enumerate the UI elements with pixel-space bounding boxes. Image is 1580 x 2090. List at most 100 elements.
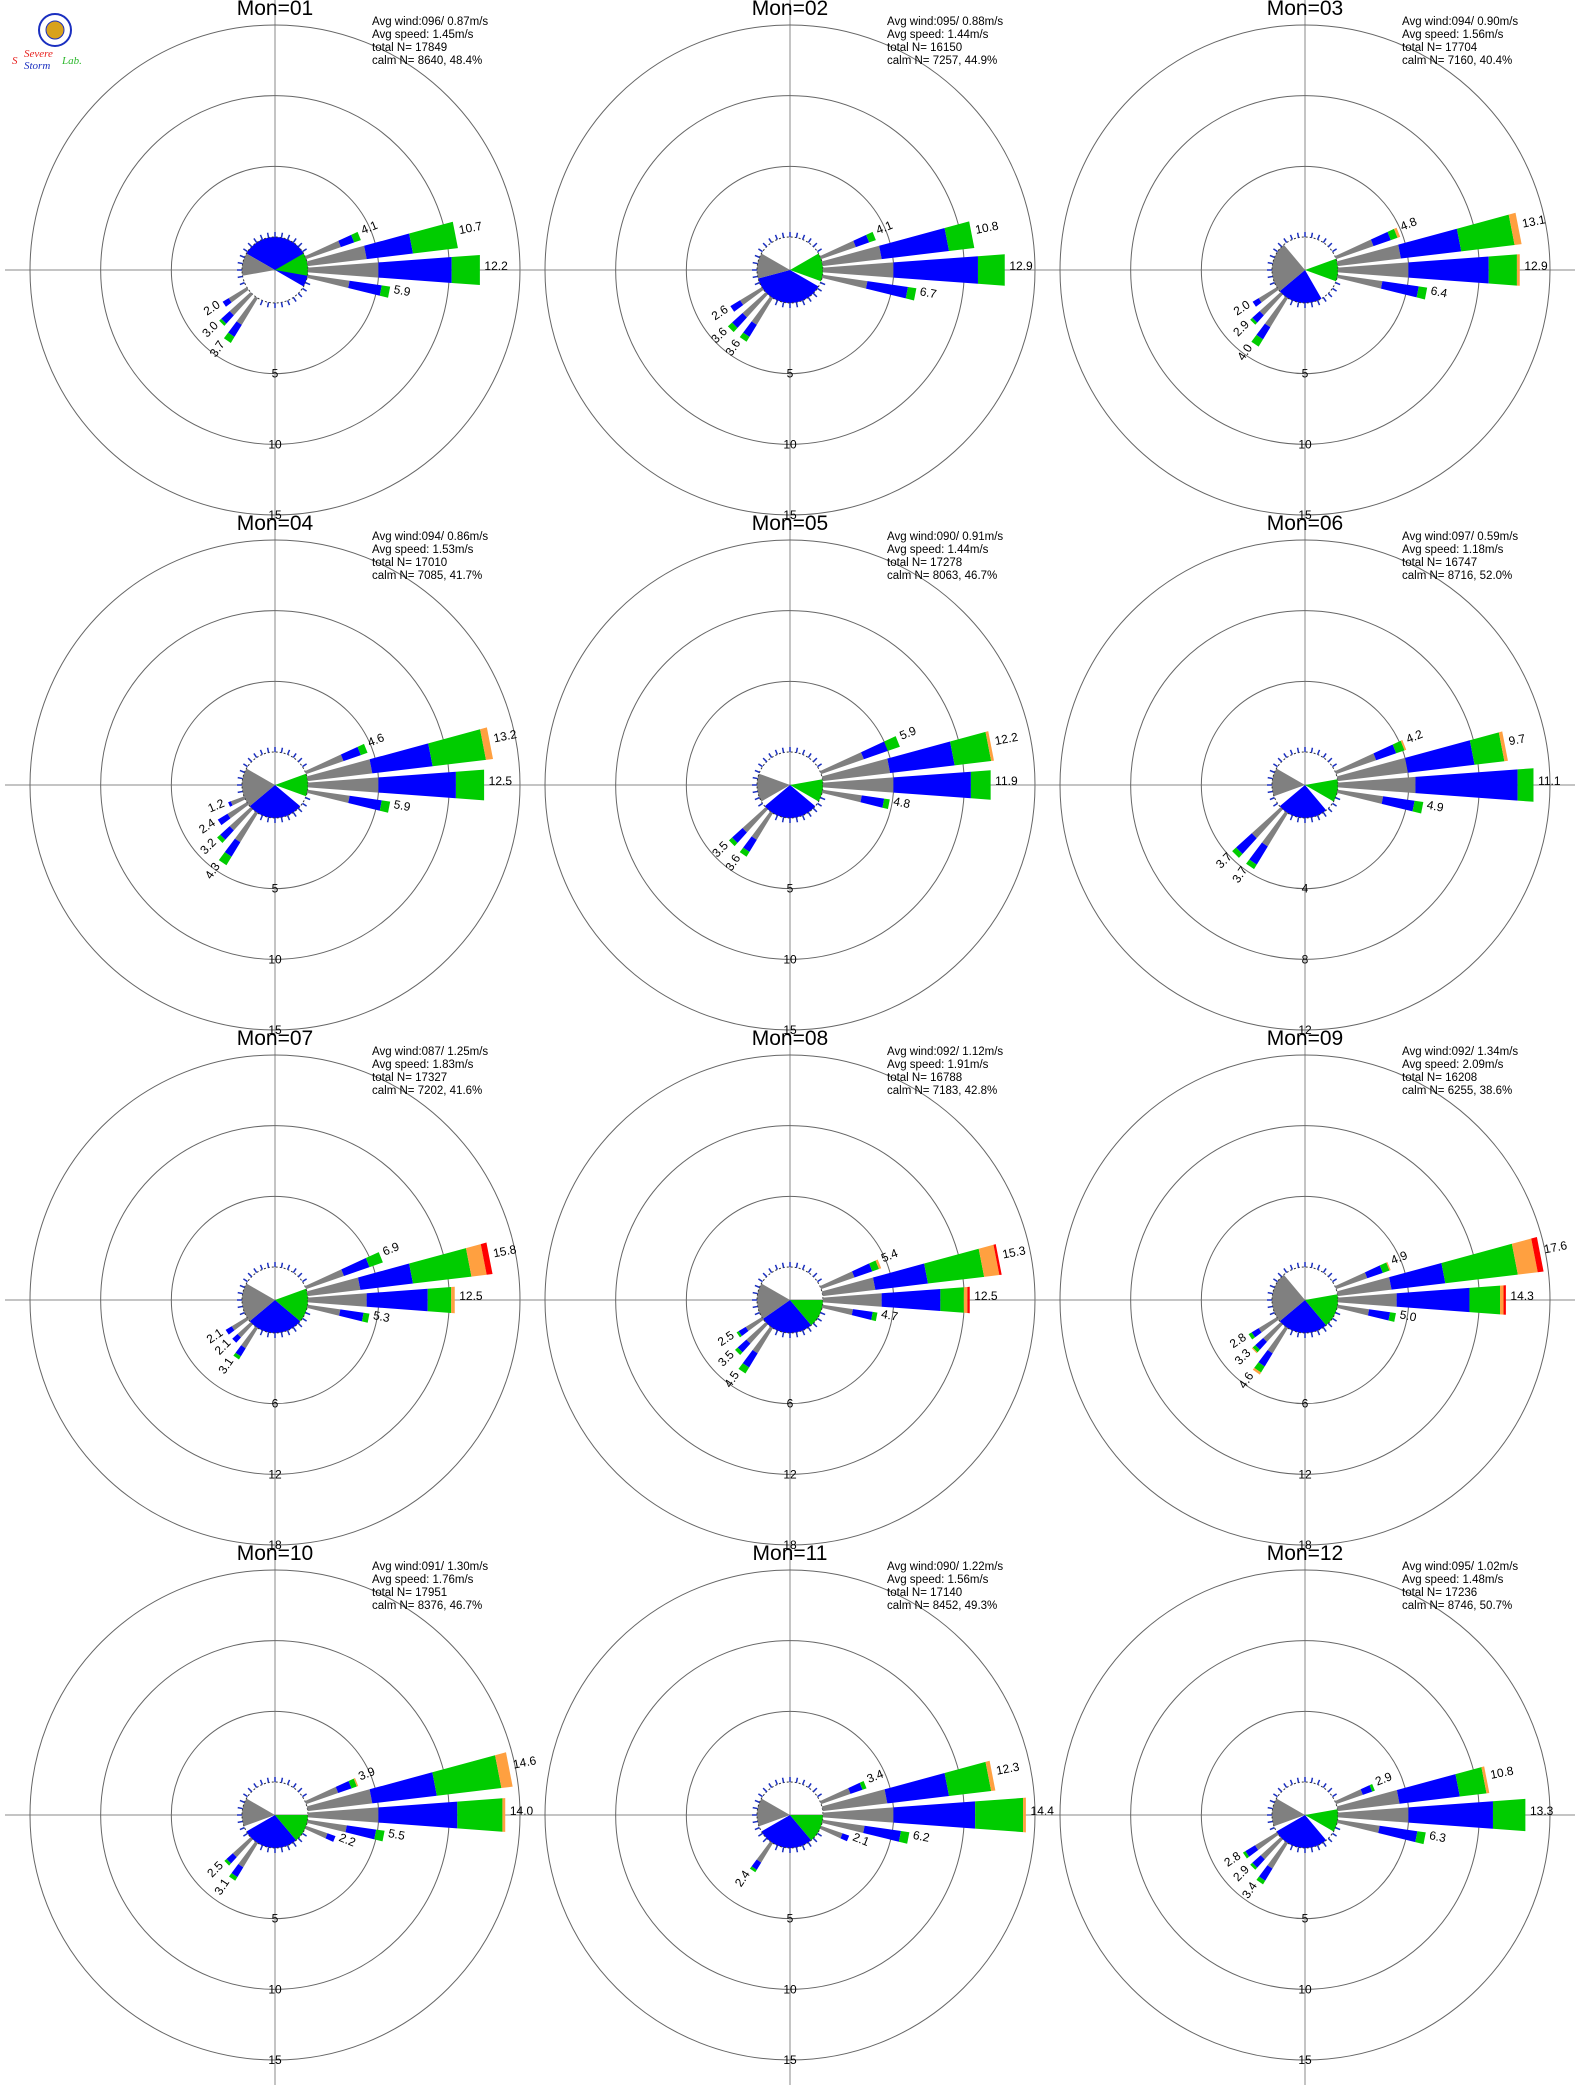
- petal-segment: [756, 1841, 773, 1863]
- minor-petal: [1310, 1777, 1314, 1783]
- panel-title: Mon=08: [752, 1027, 828, 1050]
- petal-segment: [1369, 1783, 1375, 1792]
- minor-petal: [812, 1272, 818, 1278]
- minor-petal: [247, 1787, 253, 1793]
- minor-petal: [774, 234, 779, 240]
- inner-sector-green: [1305, 258, 1338, 282]
- minor-petal: [757, 1832, 763, 1837]
- stat-calm-n: calm N= 8746, 50.7%: [1402, 1600, 1512, 1612]
- petal-segment: [1393, 227, 1401, 238]
- minor-petal: [239, 769, 245, 774]
- minor-petal: [1296, 302, 1300, 308]
- ring-label: 6: [787, 1397, 794, 1411]
- petal-segment: [365, 1252, 383, 1268]
- minor-petal: [774, 1779, 779, 1785]
- minor-petal: [292, 1327, 297, 1333]
- petal-segment: [348, 1778, 357, 1789]
- petal-value-label: 3.6: [722, 851, 743, 873]
- minor-petal: [286, 1264, 291, 1270]
- logo-letter-s: S: [12, 55, 18, 67]
- minor-petal: [259, 234, 264, 240]
- petal-segment: [220, 826, 234, 840]
- minor-petal: [781, 1847, 785, 1853]
- minor-petal: [286, 815, 291, 821]
- minor-petal: [795, 747, 799, 753]
- minor-petal: [292, 812, 297, 818]
- petal-segment: [1254, 1362, 1265, 1373]
- ring-label: 4: [1302, 882, 1309, 896]
- petal-segment: [1334, 753, 1377, 775]
- petal-segment: [822, 1819, 865, 1833]
- petal-segment: [950, 731, 992, 766]
- minor-petal: [1332, 763, 1338, 768]
- petal-segment: [872, 1263, 929, 1290]
- minor-petal: [1269, 1826, 1275, 1831]
- petal-segment: [217, 834, 226, 843]
- stat-avg-wind: Avg wind:092/ 1.34m/s: [1402, 1046, 1518, 1058]
- panel-title: Mon=07: [237, 1027, 313, 1050]
- inner-sector-green: [275, 253, 308, 276]
- petal-value-label: 14.4: [1031, 1804, 1055, 1818]
- petal-segment: [1337, 274, 1383, 289]
- petal-value-label: 2.0: [1231, 297, 1253, 318]
- petal-segment: [228, 321, 242, 337]
- minor-petal: [305, 796, 311, 801]
- inner-sector-blue: [249, 1300, 301, 1333]
- petal-segment: [1260, 1837, 1283, 1860]
- minor-petal: [812, 757, 818, 763]
- petal-segment: [1337, 789, 1384, 804]
- panel-title: Mon=10: [237, 1542, 313, 1565]
- petal-value-label: 6.9: [381, 1239, 402, 1258]
- petal-segment: [351, 231, 361, 243]
- minor-petal: [1335, 281, 1341, 286]
- ring-label: 6: [272, 1397, 279, 1411]
- minor-petal: [286, 749, 291, 755]
- minor-petal: [801, 300, 806, 306]
- petal-segment: [1441, 1243, 1518, 1284]
- petal-segment: [217, 813, 231, 826]
- minor-petal: [259, 749, 264, 755]
- petal-segment: [432, 1755, 502, 1796]
- petal-segment: [985, 731, 994, 762]
- petal-segment: [307, 777, 379, 793]
- petal-segment: [1456, 214, 1515, 252]
- ring-label: 15: [783, 2053, 797, 2067]
- inner-sector-blue: [1276, 1815, 1327, 1849]
- panel-title: Mon=05: [752, 512, 828, 535]
- petal-value-label: 3.2: [197, 835, 219, 857]
- petal-value-label: 3.6: [722, 336, 743, 358]
- minor-petal: [757, 248, 763, 253]
- petal-segment: [882, 798, 890, 810]
- severe-storm-lab-logo: S Severe Storm Lab.: [10, 12, 100, 82]
- stat-total-n: total N= 17327: [372, 1072, 447, 1084]
- petal-value-label: 2.1: [851, 1830, 872, 1849]
- petal-segment: [335, 1781, 352, 1793]
- petal-segment: [1378, 1825, 1418, 1843]
- petal-segment: [740, 287, 764, 306]
- petal-segment: [230, 796, 246, 806]
- petal-segment: [1255, 1832, 1279, 1851]
- petal-segment: [1267, 1326, 1288, 1354]
- petal-segment: [751, 296, 773, 325]
- petal-value-label: 2.9: [1373, 1769, 1394, 1788]
- minor-petal: [1335, 1826, 1341, 1831]
- minor-petal: [1316, 1264, 1321, 1270]
- minor-petal: [781, 1262, 785, 1268]
- panel-title: Mon=11: [753, 1542, 828, 1565]
- petal-value-label: 5.9: [393, 282, 412, 299]
- minor-petal: [1269, 1799, 1275, 1804]
- minor-petal: [302, 802, 308, 807]
- ring-label: 12: [1298, 1467, 1312, 1481]
- petal-segment: [884, 1772, 950, 1804]
- minor-petal: [302, 1278, 308, 1283]
- petal-segment: [1386, 1261, 1391, 1271]
- minor-petal: [820, 796, 826, 801]
- petal-segment: [378, 771, 456, 799]
- logo-word2: Storm: [24, 60, 50, 72]
- petal-segment: [851, 1309, 873, 1320]
- minor-petal: [1267, 1305, 1273, 1309]
- minor-petal: [774, 1330, 779, 1336]
